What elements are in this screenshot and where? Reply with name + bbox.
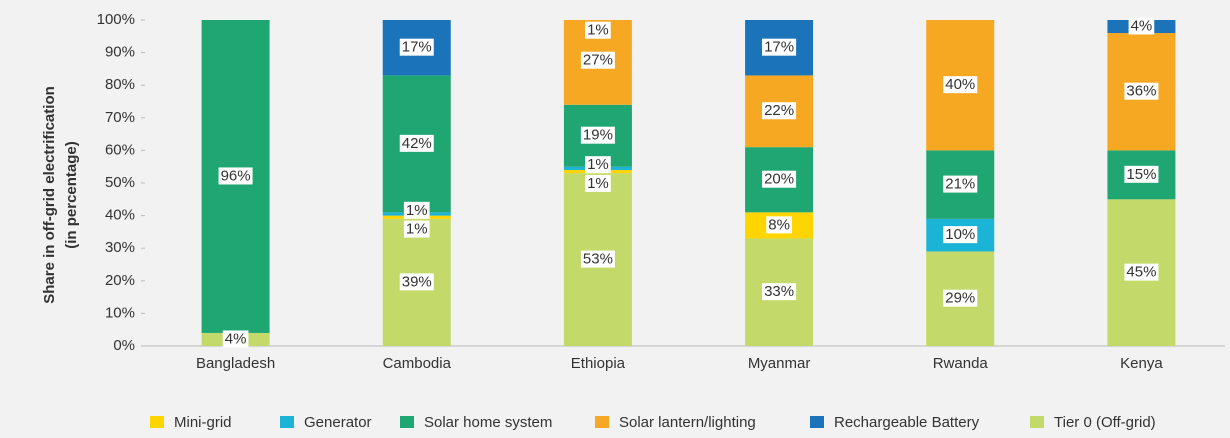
data-label-box <box>943 289 978 307</box>
data-label-box <box>943 175 978 193</box>
y-tick-label: 20% <box>105 272 135 289</box>
data-label: 1% <box>587 22 609 39</box>
data-label: 1% <box>587 156 609 173</box>
data-label-box <box>762 170 797 188</box>
y-tick-label: 100% <box>97 11 135 28</box>
data-label-box <box>403 220 430 238</box>
data-label-box <box>399 273 434 291</box>
legend-swatch <box>1030 416 1044 428</box>
data-label: 21% <box>945 176 975 193</box>
data-label: 15% <box>1126 166 1156 183</box>
data-label-box <box>943 226 978 244</box>
data-label-box <box>1124 82 1159 100</box>
legend-label: Solar home system <box>424 414 552 431</box>
data-label: 1% <box>587 175 609 192</box>
legend-swatch <box>595 416 609 428</box>
data-label: 17% <box>402 39 432 56</box>
data-label: 8% <box>768 216 790 233</box>
legend-swatch <box>810 416 824 428</box>
legend-label: Rechargeable Battery <box>834 414 980 431</box>
y-tick-label: 0% <box>113 337 135 354</box>
x-tick-label: Myanmar <box>748 355 811 372</box>
data-label-box <box>222 330 249 348</box>
data-label-box <box>218 167 253 185</box>
legend-swatch <box>280 416 294 428</box>
data-label-box <box>1124 165 1159 183</box>
data-label: 10% <box>945 226 975 243</box>
data-label: 42% <box>402 135 432 152</box>
y-axis-label: (in percentage) <box>63 141 80 249</box>
y-tick-label: 90% <box>105 44 135 61</box>
data-label: 39% <box>402 273 432 290</box>
x-tick-label: Ethiopia <box>571 355 626 372</box>
data-label-box <box>585 174 611 192</box>
y-tick-label: 50% <box>105 174 135 191</box>
data-label-box <box>762 283 797 301</box>
y-tick-label: 70% <box>105 109 135 126</box>
x-tick-label: Rwanda <box>933 355 989 372</box>
data-label-box <box>399 38 434 56</box>
data-label: 19% <box>583 127 613 144</box>
y-tick-label: 40% <box>105 207 135 224</box>
data-label: 4% <box>1131 17 1153 34</box>
data-label: 53% <box>583 251 613 268</box>
data-label-box <box>1124 263 1159 281</box>
data-label-box <box>403 201 430 219</box>
data-label: 1% <box>406 221 428 238</box>
data-label: 45% <box>1126 264 1156 281</box>
data-label-box <box>762 102 797 120</box>
legend-swatch <box>150 416 164 428</box>
data-label: 20% <box>764 171 794 188</box>
x-tick-label: Bangladesh <box>196 355 275 372</box>
data-label: 40% <box>945 76 975 93</box>
data-label: 27% <box>583 52 613 69</box>
legend-swatch <box>400 416 414 428</box>
legend-label: Generator <box>304 414 372 431</box>
data-label: 17% <box>764 39 794 56</box>
data-label: 36% <box>1126 83 1156 100</box>
data-label: 29% <box>945 290 975 307</box>
data-label-box <box>1128 17 1155 35</box>
data-label-box <box>580 126 615 144</box>
data-label-box <box>580 51 615 69</box>
data-label: 22% <box>764 102 794 119</box>
legend-label: Solar lantern/lighting <box>619 414 756 431</box>
y-axis-label: Share in off-grid electrification <box>41 86 58 304</box>
data-label-box <box>943 76 978 94</box>
y-tick-label: 10% <box>105 304 135 321</box>
data-label-box <box>580 250 615 268</box>
data-label: 33% <box>764 283 794 300</box>
data-label: 1% <box>406 202 428 219</box>
y-tick-label: 80% <box>105 76 135 93</box>
data-label-box <box>766 216 792 234</box>
y-tick-label: 60% <box>105 141 135 158</box>
legend-label: Mini-grid <box>174 414 232 431</box>
x-tick-label: Cambodia <box>383 355 452 372</box>
data-label: 96% <box>221 167 251 184</box>
x-tick-label: Kenya <box>1120 355 1163 372</box>
data-label-box <box>585 156 611 174</box>
data-label-box <box>762 38 797 56</box>
data-label-box <box>399 134 434 152</box>
data-label-box <box>585 21 611 39</box>
legend-label: Tier 0 (Off-grid) <box>1054 414 1156 431</box>
data-label: 4% <box>225 330 247 347</box>
y-tick-label: 30% <box>105 239 135 256</box>
